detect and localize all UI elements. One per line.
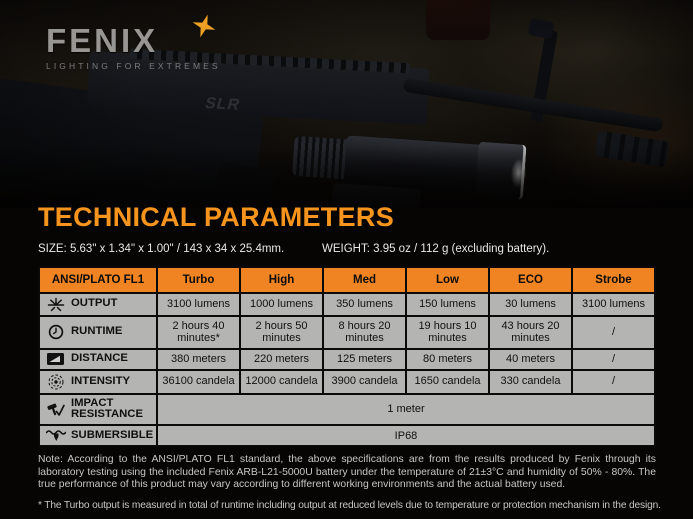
intensity-icon — [45, 374, 66, 390]
row-label: RUNTIME — [71, 325, 123, 338]
table-row-intensity: INTENSITY 36100 candela 12000 candela 39… — [38, 368, 656, 395]
spec-cell: 12000 candela — [239, 368, 324, 395]
spec-cell: 43 hours 20 minutes — [488, 314, 573, 350]
brand-tagline: LIGHTING FOR EXTREMES — [46, 61, 221, 71]
impact-icon — [45, 402, 66, 417]
spec-cell: 36100 candela — [156, 368, 241, 395]
star-icon — [192, 14, 216, 38]
spec-cell: 3900 candela — [322, 368, 407, 395]
spec-cell-span: IP68 — [156, 424, 656, 448]
column-header-eco: ECO — [488, 265, 573, 294]
fenix-logo: FENIX LIGHTING FOR EXTREMES — [46, 14, 221, 71]
beam-distance-icon — [45, 353, 66, 366]
standard-note: Note: According to the ANSI/PLATO FL1 st… — [38, 454, 656, 491]
dimensions-line: SIZE: 5.63" x 1.34" x 1.00" / 143 x 34 x… — [38, 243, 656, 255]
spec-cell-span: 1 meter — [156, 392, 656, 427]
column-header-low: Low — [405, 265, 490, 294]
spec-table: ANSI/PLATO FL1 Turbo High Med Low ECO St… — [38, 265, 656, 448]
page-title: TECHNICAL PARAMETERS — [38, 202, 395, 232]
row-label: OUTPUT — [71, 297, 118, 310]
spec-cell: 2 hours 50 minutes — [239, 314, 324, 350]
spec-cell: 1650 candela — [405, 368, 490, 395]
spec-cell: 220 meters — [239, 347, 324, 371]
hero-photo: SLR FENIX LIGHTING FOR EXTREMES — [0, 0, 693, 208]
weight-spec: WEIGHT: 3.95 oz / 112 g (excluding batte… — [322, 242, 550, 255]
table-row-distance: DISTANCE 380 meters 220 meters 125 meter… — [38, 347, 656, 371]
spec-cell: / — [571, 314, 656, 350]
spec-cell: 8 hours 20 minutes — [322, 314, 407, 350]
spec-content: TECHNICAL PARAMETERS SIZE: 5.63" x 1.34"… — [38, 202, 661, 511]
column-header-high: High — [239, 265, 324, 294]
table-row-impact-resistance: IMPACT RESISTANCE 1 meter — [38, 392, 656, 427]
brightness-icon — [45, 297, 66, 312]
table-header-row: ANSI/PLATO FL1 Turbo High Med Low ECO St… — [38, 265, 656, 294]
row-label: IMPACT RESISTANCE — [71, 396, 143, 421]
spec-cell: 330 candela — [488, 368, 573, 395]
spec-cell: 150 lumens — [405, 291, 490, 317]
spec-cell: 40 meters — [488, 347, 573, 371]
spec-cell: 30 lumens — [488, 291, 573, 317]
spec-cell: 350 lumens — [322, 291, 407, 317]
table-row-output: OUTPUT 3100 lumens 1000 lumens 350 lumen… — [38, 291, 656, 317]
column-header-med: Med — [322, 265, 407, 294]
spec-cell: / — [571, 347, 656, 371]
spec-cell: 2 hours 40 minutes* — [156, 314, 241, 350]
spec-cell: 125 meters — [322, 347, 407, 371]
spec-cell: 3100 lumens — [156, 291, 241, 317]
spec-cell: 80 meters — [405, 347, 490, 371]
row-label: DISTANCE — [71, 352, 128, 365]
spec-cell: 1000 lumens — [239, 291, 324, 317]
column-header-strobe: Strobe — [571, 265, 656, 294]
clock-icon — [45, 324, 66, 340]
size-spec: SIZE: 5.63" x 1.34" x 1.00" / 143 x 34 x… — [38, 242, 285, 255]
photo-vignette — [0, 0, 693, 208]
spec-cell: 3100 lumens — [571, 291, 656, 317]
column-header-standard: ANSI/PLATO FL1 — [38, 265, 158, 294]
brand-name: FENIX — [46, 22, 159, 59]
submersible-icon — [45, 429, 66, 442]
spec-cell: / — [571, 368, 656, 395]
row-label: INTENSITY — [71, 374, 130, 387]
table-row-runtime: RUNTIME 2 hours 40 minutes* 2 hours 50 m… — [38, 314, 656, 350]
row-label: SUBMERSIBLE — [71, 428, 154, 441]
spec-cell: 19 hours 10 minutes — [405, 314, 490, 350]
table-row-submersible: SUBMERSIBLE IP68 — [38, 424, 656, 448]
column-header-turbo: Turbo — [156, 265, 241, 294]
turbo-footnote: * The Turbo output is measured in total … — [38, 499, 661, 511]
spec-cell: 380 meters — [156, 347, 241, 371]
